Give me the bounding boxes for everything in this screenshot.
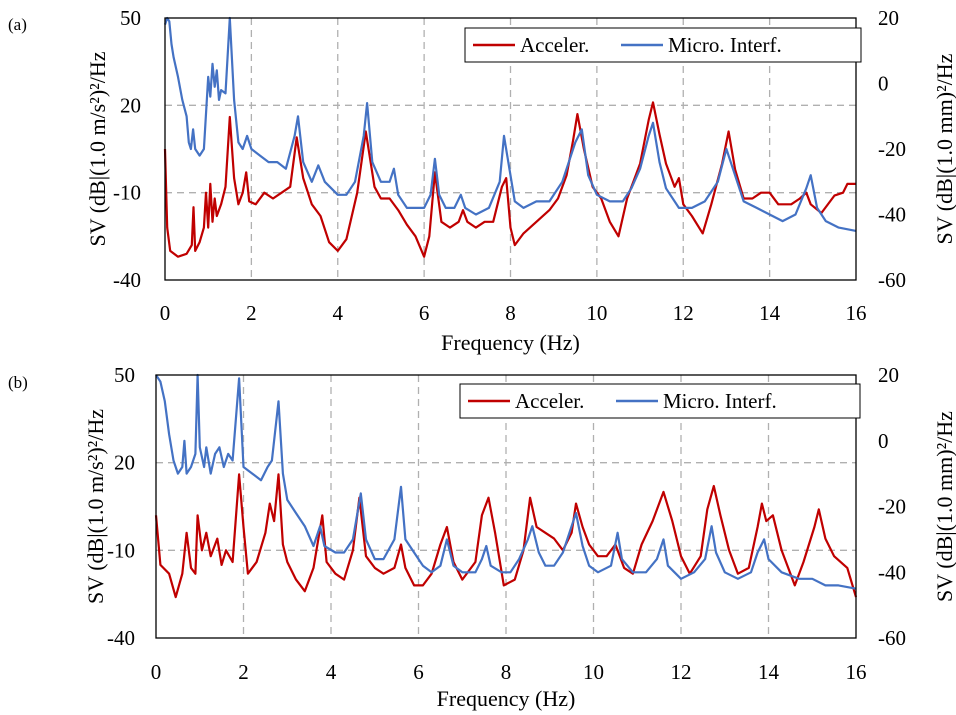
legend: Acceler. Micro. Interf. — [464, 27, 862, 63]
y-right-tick-label: -20 — [878, 137, 906, 161]
x-tick-label: 6 — [413, 660, 424, 684]
y-right-tick-label: 20 — [878, 363, 899, 387]
panel-label: (b) — [8, 373, 28, 392]
chart-panel-a: 0 2 4 6 8 10 12 14 16 -40 -10 20 50 -60 -40 -20 0 20 Frequ… — [8, 6, 956, 355]
x-tick-label: 4 — [333, 301, 344, 325]
chart-panel-b: 0 2 4 6 8 10 12 14 16 -40 -10 20 50 -60 -40 -20 0 20 Frequ… — [8, 363, 956, 711]
y-right-tick-label: 0 — [878, 72, 889, 96]
x-tick-label: 12 — [673, 301, 694, 325]
legend-label-micro-interf: Micro. Interf. — [663, 389, 777, 413]
legend-box — [459, 383, 861, 419]
y-right-axis-title: SV (dB|(1.0 mm)²/Hz — [932, 411, 956, 602]
x-tick-label: 0 — [160, 301, 171, 325]
x-tick-label: 2 — [238, 660, 249, 684]
x-tick-label: 8 — [501, 660, 512, 684]
series-line-micro-interf — [155, 373, 857, 590]
x-tick-label: 2 — [246, 301, 257, 325]
panel-label: (a) — [8, 15, 27, 34]
x-tick-label: 14 — [758, 660, 780, 684]
x-tick-label: 16 — [846, 301, 867, 325]
y-right-tick-label: -20 — [878, 495, 906, 519]
series-line-acceler — [154, 473, 858, 599]
y-right-tick-label: -40 — [878, 203, 906, 227]
y-right-tick-label: 20 — [878, 6, 899, 30]
x-tick-label: 0 — [151, 660, 162, 684]
series-line-micro-interf — [163, 16, 857, 232]
y-right-tick-label: -40 — [878, 560, 906, 584]
y-left-tick-label: -40 — [107, 626, 135, 650]
y-left-tick-label: -10 — [113, 181, 141, 205]
y-right-tick-label: 0 — [878, 429, 889, 453]
plot-area-frame — [164, 17, 857, 281]
y-right-tick-label: -60 — [878, 268, 906, 292]
x-tick-label: 12 — [671, 660, 692, 684]
x-tick-label: 6 — [419, 301, 430, 325]
y-left-tick-label: 20 — [120, 93, 141, 117]
legend-label-micro-interf: Micro. Interf. — [668, 33, 782, 57]
y-left-tick-label: 20 — [114, 451, 135, 475]
y-right-tick-label: -60 — [878, 626, 906, 650]
x-tick-label: 10 — [586, 301, 607, 325]
plot-area-frame — [155, 374, 857, 639]
x-tick-label: 14 — [759, 301, 781, 325]
legend: Acceler. Micro. Interf. — [459, 383, 861, 419]
x-tick-label: 4 — [326, 660, 337, 684]
legend-label-acceler: Acceler. — [515, 389, 584, 413]
y-left-axis-title: SV (dB|(1.0 m/s²)²/Hz — [83, 409, 108, 604]
y-left-tick-label: -40 — [113, 268, 141, 292]
y-left-tick-label: 50 — [120, 6, 141, 30]
x-axis-title: Frequency (Hz) — [441, 330, 580, 355]
x-tick-label: 10 — [583, 660, 604, 684]
legend-label-acceler: Acceler. — [520, 33, 589, 57]
y-left-axis-title: SV (dB|(1.0 m/s²)²/Hz — [85, 51, 110, 246]
y-left-tick-label: -10 — [107, 538, 135, 562]
x-tick-label: 8 — [505, 301, 516, 325]
y-left-tick-label: 50 — [114, 363, 135, 387]
x-axis-title: Frequency (Hz) — [437, 686, 576, 711]
y-right-axis-title: SV (dB|(1.0 mm)²/Hz — [932, 53, 956, 244]
x-tick-label: 16 — [846, 660, 867, 684]
